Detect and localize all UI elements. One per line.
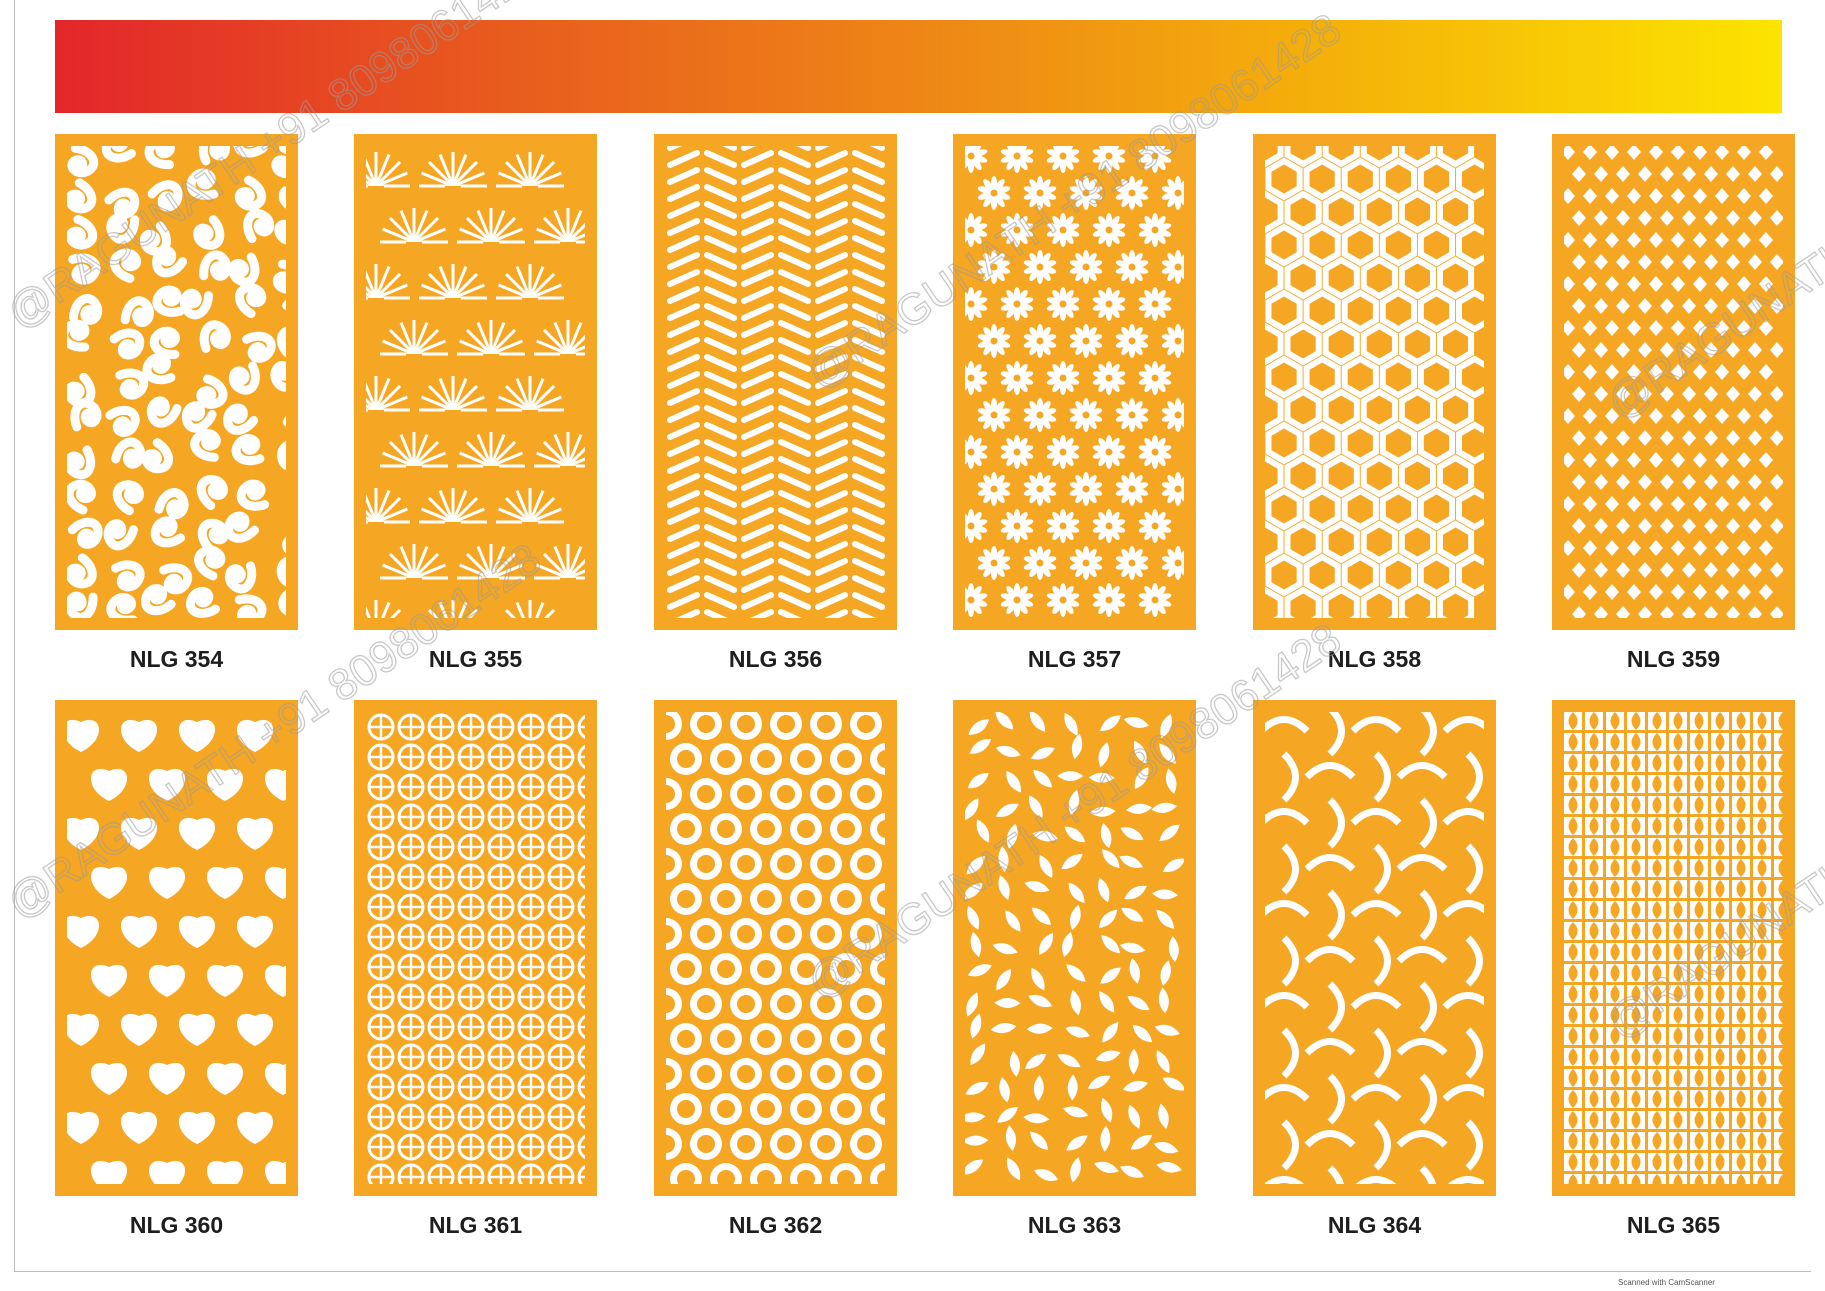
panel-pattern-isometric-cubes — [1253, 134, 1496, 630]
panel-code-label: NLG 364 — [1327, 1212, 1422, 1238]
panel-code-label: NLG 357 — [1027, 646, 1122, 672]
panel-pattern-herringbone — [654, 134, 897, 630]
panel-pattern-swirl-flora — [55, 134, 298, 630]
panel-card-nlg-362: NLG 362 — [654, 700, 897, 1238]
panel-card-nlg-358: NLG 358 — [1253, 134, 1496, 672]
panel-pattern-wave-weave — [1253, 700, 1496, 1196]
scanner-note: Scanned with CamScanner — [1618, 1278, 1715, 1287]
panel-pattern-ivy-leaves — [55, 700, 298, 1196]
panel-card-nlg-365: NLG 365 — [1552, 700, 1795, 1238]
panel-pattern-geometric-stars — [354, 700, 597, 1196]
panel-pattern-scattered-leaves — [953, 700, 1196, 1196]
panel-card-nlg-361: NLG 361 — [354, 700, 597, 1238]
page-border-bottom — [14, 1271, 1811, 1272]
panel-code-label: NLG 361 — [428, 1212, 523, 1238]
panel-code-label: NLG 363 — [1027, 1212, 1122, 1238]
panel-pattern-daisy — [953, 134, 1196, 630]
panel-code-label: NLG 355 — [428, 646, 523, 672]
panel-pattern-interlocking-rings — [654, 700, 897, 1196]
panel-pattern-star-lattice — [1552, 134, 1795, 630]
panel-card-nlg-356: NLG 356 — [654, 134, 897, 672]
panel-code-label: NLG 358 — [1327, 646, 1422, 672]
panel-card-nlg-355: NLG 355 — [354, 134, 597, 672]
panel-code-label: NLG 356 — [728, 646, 823, 672]
panel-card-nlg-364: NLG 364 — [1253, 700, 1496, 1238]
panel-code-label: NLG 360 — [129, 1212, 224, 1238]
panel-code-label: NLG 365 — [1626, 1212, 1721, 1238]
panel-card-nlg-359: NLG 359 — [1552, 134, 1795, 672]
panel-pattern-fan-burst — [354, 134, 597, 630]
panel-card-nlg-357: NLG 357 — [953, 134, 1196, 672]
page-border-left — [14, 0, 15, 1272]
panel-code-label: NLG 362 — [728, 1212, 823, 1238]
header-gradient-bar — [55, 20, 1782, 113]
panel-code-label: NLG 354 — [129, 646, 224, 672]
panel-card-nlg-354: NLG 354 — [55, 134, 298, 672]
panel-card-nlg-363: NLG 363 — [953, 700, 1196, 1238]
panel-card-nlg-360: NLG 360 — [55, 700, 298, 1238]
panel-code-label: NLG 359 — [1626, 646, 1721, 672]
panel-pattern-ogee-grid — [1552, 700, 1795, 1196]
